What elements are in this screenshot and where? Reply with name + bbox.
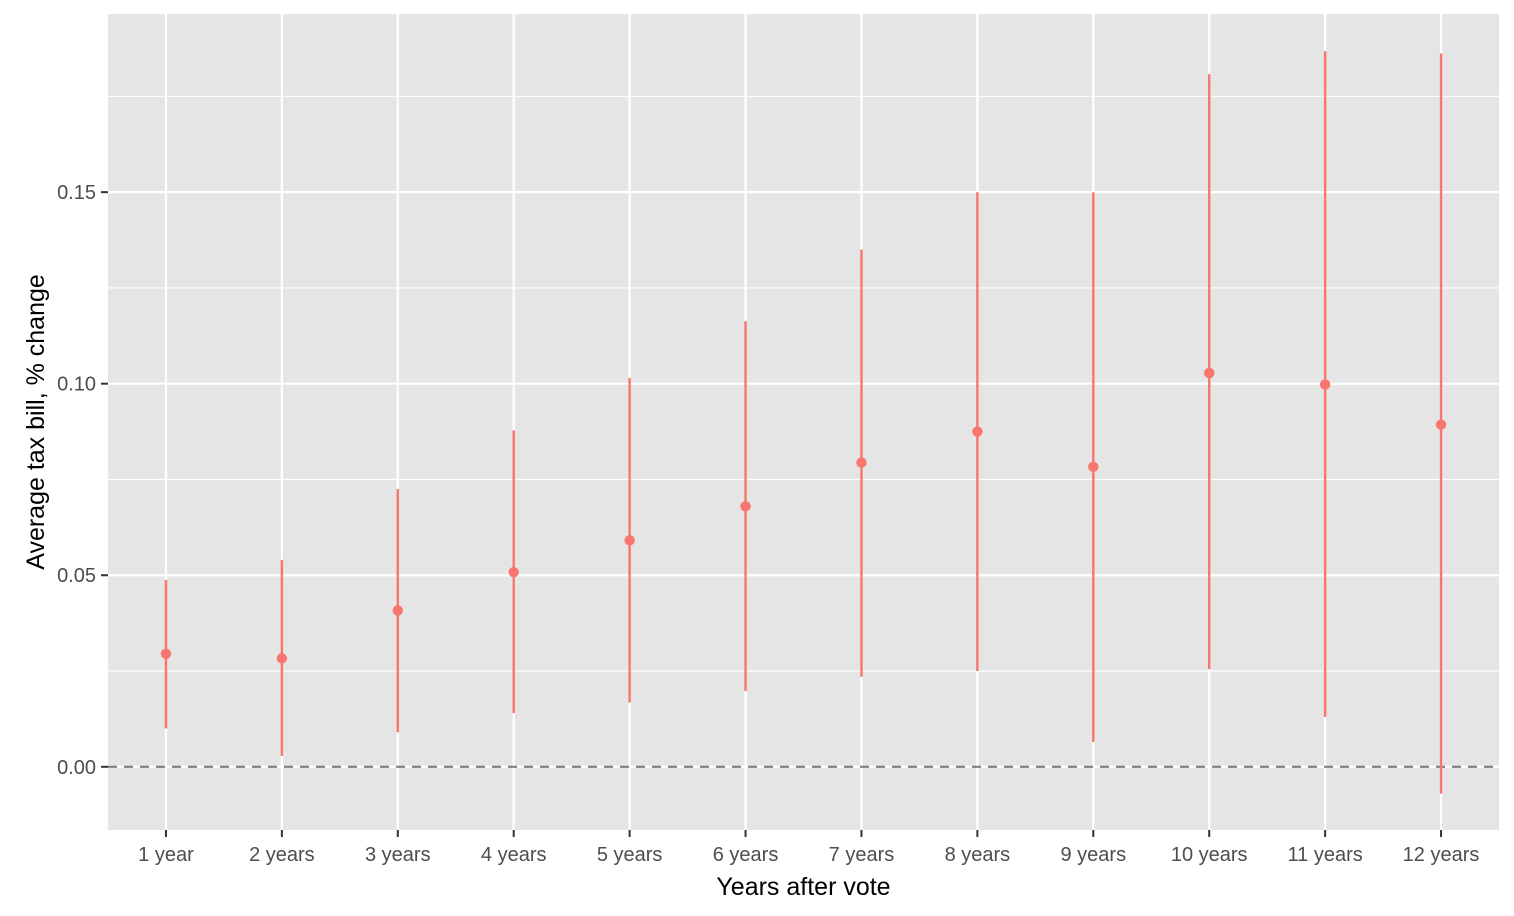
point-estimate (856, 457, 867, 468)
x-tick-label: 5 years (597, 844, 663, 866)
point-estimate (624, 535, 635, 546)
x-tick-label: 8 years (945, 844, 1011, 866)
y-tick-label: 0.15 (57, 182, 96, 204)
point-estimate (740, 501, 751, 512)
y-tick-label: 0.10 (57, 374, 96, 396)
x-axis-ticks: 1 year 2 years 3 years 4 years 5 years 6 year… (138, 830, 1479, 866)
point-estimate (276, 653, 288, 664)
y-axis-title: Average tax bill, % change (22, 274, 50, 570)
point-estimate (972, 426, 983, 437)
point-estimate (1435, 419, 1447, 430)
x-tick-label: 12 years (1403, 844, 1480, 866)
point-estimate (1204, 367, 1215, 379)
x-tick-label: 2 years (249, 844, 315, 866)
y-axis-ticks: 0.00 0.05 0.10 0.15 (57, 182, 108, 779)
point-estimate (1088, 461, 1099, 473)
x-tick-label: 7 years (829, 844, 895, 866)
point-estimate (160, 648, 172, 659)
point-estimate (392, 605, 403, 616)
y-tick-label: 0.05 (57, 565, 96, 587)
point-estimate (508, 566, 519, 578)
x-tick-label: 4 years (481, 844, 547, 866)
minor-gridlines (108, 95, 1499, 672)
point-estimate (1319, 379, 1331, 390)
plot-panel (108, 14, 1499, 830)
x-tick-label: 6 years (713, 844, 779, 866)
point-estimates (160, 367, 1447, 664)
x-axis-title: Years after vote (716, 873, 890, 901)
x-tick-label: 9 years (1060, 844, 1126, 866)
x-tick-label: 10 years (1171, 844, 1248, 866)
x-tick-label: 1 year (138, 844, 194, 866)
y-tick-label: 0.00 (57, 757, 96, 779)
x-tick-label: 11 years (1288, 844, 1363, 866)
x-tick-label: 3 years (365, 844, 431, 866)
